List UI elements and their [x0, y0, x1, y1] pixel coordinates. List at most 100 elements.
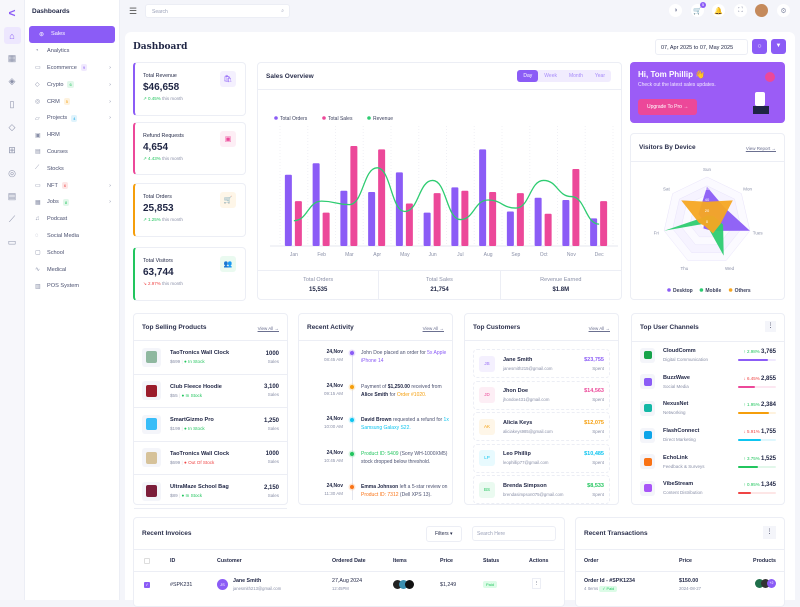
select-all-checkbox[interactable] — [144, 557, 150, 564]
column-header[interactable]: Customer — [217, 557, 242, 564]
sidebar-item-analytics[interactable]: ◔ Analytics — [25, 43, 119, 60]
column-header[interactable]: Status — [483, 557, 500, 564]
product-row[interactable]: TaoTronics Wall Clock $699 | ● Out Of St… — [134, 442, 287, 475]
sidebar-item-crypto[interactable]: ◇ Crypto 6 › — [25, 76, 119, 93]
sidebar-item-pos-system[interactable]: ▥ POS System — [25, 278, 119, 295]
date-range-picker[interactable]: 07, Apr 2025 to 07, May 2025 — [655, 39, 748, 55]
channel-row[interactable]: EchoLink Feedback & Surveys ↑ 3.75% 1,525 — [632, 448, 784, 475]
sidebar-item-ecommerce[interactable]: ▭ Ecommerce 9 › — [25, 60, 119, 77]
channel-row[interactable]: VibeStream Content Distribution ↑ 0.95% 1… — [632, 475, 784, 502]
product-sales: 1000 — [265, 451, 279, 458]
product-thumbnail — [142, 381, 161, 401]
refresh-button[interactable]: ○ — [752, 39, 767, 54]
stat-title: Total Revenue — [143, 73, 177, 79]
sidebar-item-sales[interactable]: ⊛ Sales — [29, 26, 115, 43]
bell-icon[interactable]: 🔔 — [712, 4, 725, 17]
channel-row[interactable]: CloudComm Digital Communication ↑ 2.98% 3… — [632, 342, 784, 369]
activity-text-part[interactable]: Order #1020. — [396, 391, 427, 398]
customer-row[interactable]: JD Jhon Doe jhondoe431@gmail.com $14,563 S… — [473, 380, 610, 410]
view-all-link[interactable]: View All → — [588, 326, 610, 331]
compass-icon[interactable]: ◎ — [8, 168, 16, 178]
avatar[interactable] — [755, 4, 768, 17]
more-options-icon[interactable]: ⋮ — [765, 321, 776, 332]
diamond-icon[interactable]: ◇ — [8, 122, 16, 132]
column-header[interactable]: Price — [679, 557, 692, 564]
tab-month[interactable]: Month — [568, 73, 583, 79]
sidebar-item-label: Social Media — [47, 232, 80, 239]
stat-change: 4.43% — [148, 156, 161, 161]
gift-icon[interactable]: ⊞ — [8, 145, 16, 155]
view-all-link[interactable]: View All → — [422, 326, 444, 331]
grid-icon[interactable]: ▦ — [7, 53, 17, 63]
column-header[interactable]: Order — [584, 557, 599, 564]
card-icon[interactable]: ▭ — [7, 237, 17, 247]
column-header[interactable]: ID — [170, 557, 176, 564]
tab-week[interactable]: Week — [544, 73, 557, 79]
customer-row[interactable]: AK Alicia Keys aliciakeys985@gmail.com $1… — [473, 412, 610, 441]
row-checkbox[interactable]: ✓ — [144, 582, 150, 588]
sidebar-item-hrm[interactable]: ▣ HRM — [25, 127, 119, 144]
channel-row[interactable]: FlashConnect Direct Marketing ↓ 5.91% 1,7… — [632, 422, 784, 449]
sidebar-item-projects[interactable]: ▱ Projects 4 › — [25, 110, 119, 127]
store-icon[interactable]: ▤ — [7, 191, 17, 201]
chart-icon[interactable]: ⟋ — [8, 214, 16, 224]
tab-year[interactable]: Year — [594, 73, 605, 79]
sidebar-item-social-media[interactable]: ◌ Social Media — [25, 228, 119, 245]
stat-title: Refund Requests — [143, 133, 184, 139]
customer-row[interactable]: LP Leo Phillip leophillip77@gmail.com $10… — [473, 443, 610, 473]
customer-row[interactable]: JS Jane Smith janesmith215@gmail.com $23,… — [473, 349, 610, 378]
sidebar-item-jobs[interactable]: ▦ Jobs 8 › — [25, 194, 119, 211]
layers-icon[interactable]: ◈ — [8, 76, 16, 86]
sidebar-item-crm[interactable]: ◎ CRM 5 › — [25, 93, 119, 110]
upgrade-button[interactable]: Upgrade To Pro → — [638, 99, 698, 115]
theme-icon[interactable]: ◑ — [669, 4, 682, 17]
filter-button[interactable]: ▼ — [771, 39, 786, 54]
sidebar-item-nft[interactable]: ▭ NFT 6 › — [25, 177, 119, 194]
bar — [600, 201, 608, 246]
invoice-row[interactable]: ✓ #SPK231 JS Jane Smith janesmith213@gmai… — [134, 572, 564, 602]
radar-axis-label: Sun — [703, 167, 712, 172]
view-all-link[interactable]: View All → — [257, 326, 279, 331]
product-row[interactable]: TaoTronics Wall Clock $699 | ● In Stock … — [134, 341, 287, 375]
activity-text-part[interactable]: Product ID: 5409 — [361, 450, 399, 457]
product-row[interactable]: SmartGizmo Pro $199 | ● In Stock 1,250 Sa… — [134, 408, 287, 442]
customer-avatar: BS — [479, 481, 495, 498]
column-header[interactable]: Products — [753, 557, 776, 564]
column-header[interactable]: Ordered Date — [332, 557, 366, 564]
file-icon[interactable]: ▯ — [9, 99, 15, 109]
sidebar-item-courses[interactable]: ▤ Courses — [25, 144, 119, 161]
filters-button[interactable]: Filters ▾ — [426, 526, 462, 542]
sidebar-item-stocks[interactable]: ⟋ Stocks — [25, 160, 119, 177]
card-title: Top User Channels — [640, 324, 699, 331]
activity-text-part[interactable]: 1x Samsung Galaxy S22. — [361, 417, 449, 432]
view-report-link[interactable]: View Report → — [745, 146, 776, 151]
hamburger-icon[interactable]: ☰ — [129, 6, 138, 16]
row-actions-button[interactable]: ⋮ — [532, 578, 541, 589]
product-row[interactable]: UltraMaze School Bag $89 | ● In Stock 2,… — [134, 475, 287, 509]
invoice-search-input[interactable]: Search Here — [472, 526, 556, 541]
search-input[interactable]: Search ⌕ — [145, 4, 290, 18]
column-header[interactable]: Actions — [529, 557, 549, 564]
invoice-price: $1,249 — [440, 582, 457, 588]
gear-icon[interactable]: ⚙ — [777, 4, 790, 17]
channel-row[interactable]: BuzzWave Social Media ↓ 6.45% 2,855 — [632, 369, 784, 396]
activity-text-part[interactable]: 5x Apple iPhone 14 — [361, 350, 447, 365]
channel-logo — [640, 374, 655, 390]
column-header[interactable]: Price — [440, 557, 453, 564]
sidebar-item-medical[interactable]: ∿ Medical — [25, 261, 119, 278]
tab-day[interactable]: Day — [517, 70, 539, 82]
customer-row[interactable]: BS Brenda Simpson brendasimpson075@gmail.… — [473, 475, 610, 504]
transaction-row[interactable]: Order Id - #SPK1234 4 Items ✓ Paid $150.0… — [576, 572, 784, 602]
product-row[interactable]: Club Fleece Hoodie $55 | ● In Stock 3,10… — [134, 375, 287, 408]
sidebar-item-school[interactable]: ▢ School — [25, 244, 119, 261]
activity-text-part[interactable]: Product ID: 7312 — [361, 492, 399, 499]
cart-icon[interactable]: 🛒 5 — [691, 2, 706, 17]
column-header[interactable]: Items — [393, 557, 407, 564]
home-icon[interactable]: ⌂ — [3, 27, 21, 44]
x-tick-label: Jan — [290, 252, 298, 258]
fullscreen-icon[interactable]: ⛶ — [734, 4, 747, 17]
channel-row[interactable]: NexusNet Networking ↑ 1.95% 2,384 — [632, 395, 784, 422]
spent-label: Spent — [592, 491, 604, 497]
more-options-icon[interactable]: ⋮ — [763, 526, 776, 539]
sidebar-item-podcast[interactable]: ♫ Podcast — [25, 211, 119, 228]
